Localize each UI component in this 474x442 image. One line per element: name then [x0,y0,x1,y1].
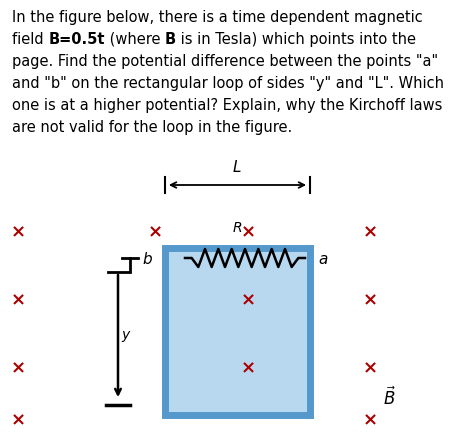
Text: a: a [318,252,328,267]
Text: is in Tesla) which points into the: is in Tesla) which points into the [176,32,416,47]
Text: ×: × [363,223,378,241]
Text: $\vec{B}$: $\vec{B}$ [383,387,397,409]
Text: are not valid for the loop in the figure.: are not valid for the loop in the figure… [12,120,292,135]
Text: B: B [165,32,176,47]
Text: ×: × [363,411,378,429]
Text: ×: × [240,291,255,309]
Text: ×: × [10,223,26,241]
Text: ×: × [240,359,255,377]
Text: ×: × [147,223,163,241]
Text: and "b" on the rectangular loop of sides "y" and "L". Which: and "b" on the rectangular loop of sides… [12,76,444,91]
Text: (where: (where [105,32,165,47]
Text: one is at a higher potential? Explain, why the Kirchoff laws: one is at a higher potential? Explain, w… [12,98,442,113]
Text: L: L [233,160,241,175]
Text: ×: × [363,291,378,309]
Text: ×: × [10,411,26,429]
Text: b: b [142,252,152,267]
Text: y: y [122,328,130,342]
Text: B=0.5t: B=0.5t [48,32,105,47]
Text: ×: × [10,359,26,377]
Text: In the figure below, there is a time dependent magnetic: In the figure below, there is a time dep… [12,10,423,25]
Bar [165,248,310,415]
Text: ×: × [10,291,26,309]
Text: ×: × [363,359,378,377]
Text: R: R [232,221,242,235]
Text: ×: × [240,223,255,241]
Text: field: field [12,32,48,47]
Text: page. Find the potential difference between the points "a": page. Find the potential difference betw… [12,54,438,69]
